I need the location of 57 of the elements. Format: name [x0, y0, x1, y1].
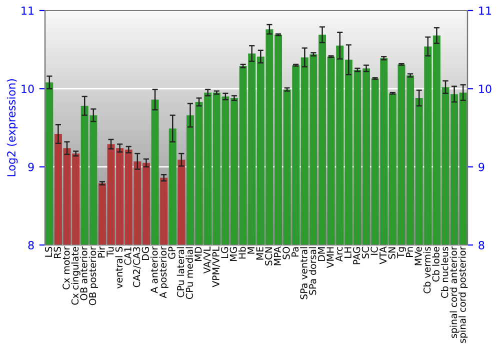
x-tick-label: LG — [221, 247, 228, 258]
x-tick-label: M — [248, 247, 254, 254]
y2-tick-label: 11 — [479, 6, 492, 15]
x-tick-label: SPa ventral — [300, 247, 308, 300]
x-tick-label: OB posterior — [88, 246, 98, 306]
y2-tick-label: 8 — [478, 240, 484, 250]
x-tick-label: VPM/VPL — [212, 246, 220, 288]
x-tick-label: Cb lobe — [432, 246, 440, 282]
x-tick-label: Pn — [406, 247, 413, 257]
x-tick-label: ventral S — [115, 246, 123, 288]
x-tick-label: SC — [362, 246, 370, 258]
x-tick-label: VTA — [380, 246, 386, 264]
x-tick-label: SCN — [265, 247, 272, 266]
y-tick-label: 11 — [22, 6, 34, 15]
y-tick-label: 8 — [28, 240, 34, 250]
x-tick-label: LS — [45, 246, 52, 257]
x-tick-label: Tu — [106, 247, 114, 257]
x-tick-label: MPA — [274, 246, 281, 266]
x-tick-label: DG — [142, 247, 149, 260]
x-tick-label: Pir — [98, 246, 105, 258]
x-tick-label: Cx motor — [62, 246, 70, 290]
x-tick-label: Cx cingulate — [71, 246, 80, 305]
x-tick-label: ME — [256, 246, 264, 260]
x-tick-label: A anterior — [150, 246, 158, 294]
x-tick-label: CA2/CA3 — [133, 247, 141, 288]
x-tick-label: IC — [370, 246, 378, 255]
x-tick-label: OB anterior — [80, 246, 88, 300]
x-tick-label: MG — [230, 247, 237, 261]
x-tick-label: A posterior — [159, 246, 168, 298]
x-tick-label: SPa dorsal — [308, 247, 316, 295]
x-tick-label: VA/VL — [204, 246, 212, 274]
y2-tick-label: 9 — [478, 162, 484, 172]
x-tick-label: Hb — [238, 246, 246, 259]
x-tick-label: GP — [168, 246, 176, 259]
y-tick-label: 10 — [22, 84, 34, 94]
x-tick-label: Cb nucleus — [440, 246, 448, 298]
x-tick-label: Tg — [397, 247, 406, 258]
x-tick-label: RS — [54, 246, 61, 258]
x-tick-label: Pa — [292, 247, 299, 257]
x-tick-label: PAG — [353, 247, 360, 264]
x-tick-label: VMH — [326, 247, 334, 268]
y-tick-label: 9 — [28, 162, 34, 172]
x-tick-label: DM — [318, 247, 325, 261]
x-tick-label: MVe — [414, 246, 422, 266]
y-axis-title: Log2 (expression) — [6, 79, 18, 176]
x-tick-label: spinal cord anterior — [450, 246, 459, 338]
x-tick-label: Cb vermis — [423, 246, 431, 294]
y2-tick-label: 10 — [479, 84, 492, 94]
x-tick-label: CPu lateral — [176, 247, 184, 298]
x-tick-label: SN — [388, 247, 396, 259]
x-tick-label: Arc — [336, 246, 343, 262]
x-tick-label: MD — [194, 246, 202, 261]
x-tick-label: CPu medial — [186, 247, 193, 300]
x-tick-label: spinal cord posterior — [458, 246, 468, 343]
x-tick-label: LH — [344, 247, 352, 258]
x-tick-label: CA1 — [124, 247, 132, 265]
x-tick-label: SO — [282, 246, 290, 260]
